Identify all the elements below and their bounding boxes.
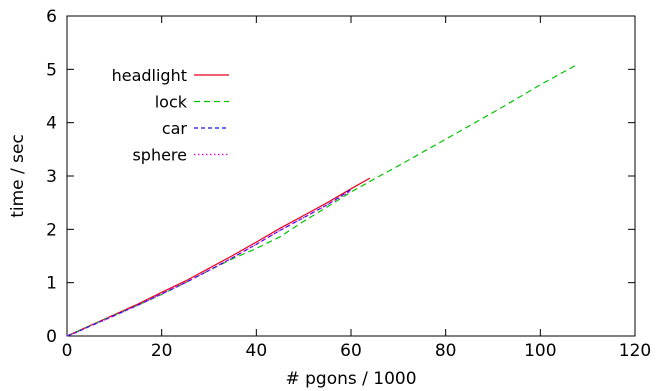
legend: headlight lock car sphere: [112, 66, 229, 165]
axes: 0 20 40 60 80 100 120 0 1 2 3 4 5 6: [46, 7, 651, 361]
y-tick-label: 5: [46, 60, 57, 80]
x-axis-label: # pgons / 1000: [285, 369, 416, 389]
y-tick-label: 1: [46, 274, 57, 294]
series-lines: [66, 63, 579, 337]
legend-label-sphere: sphere: [132, 146, 187, 165]
x-tick-label: 80: [435, 341, 457, 361]
x-tick-label: 40: [246, 341, 268, 361]
x-tick-label: 100: [524, 341, 556, 361]
x-tick-label: 0: [62, 341, 73, 361]
legend-label-car: car: [162, 119, 188, 138]
y-tick-label: 0: [46, 327, 57, 347]
legend-label-lock: lock: [155, 93, 188, 112]
legend-label-headlight: headlight: [112, 66, 187, 85]
series-line-car: [66, 189, 352, 337]
y-tick-label: 2: [46, 220, 57, 240]
y-axis-label: time / sec: [8, 134, 28, 218]
x-tick-label: 60: [340, 341, 362, 361]
y-tick-label: 3: [46, 167, 57, 187]
series-line-sphere: [66, 190, 352, 337]
y-tick-label: 4: [46, 114, 57, 134]
series-line-headlight: [66, 177, 371, 337]
y-tick-label: 6: [46, 7, 57, 27]
plot-frame: [66, 15, 636, 337]
x-tick-label: 20: [151, 341, 173, 361]
x-tick-label: 120: [619, 341, 651, 361]
series-line-lock: [66, 63, 579, 337]
